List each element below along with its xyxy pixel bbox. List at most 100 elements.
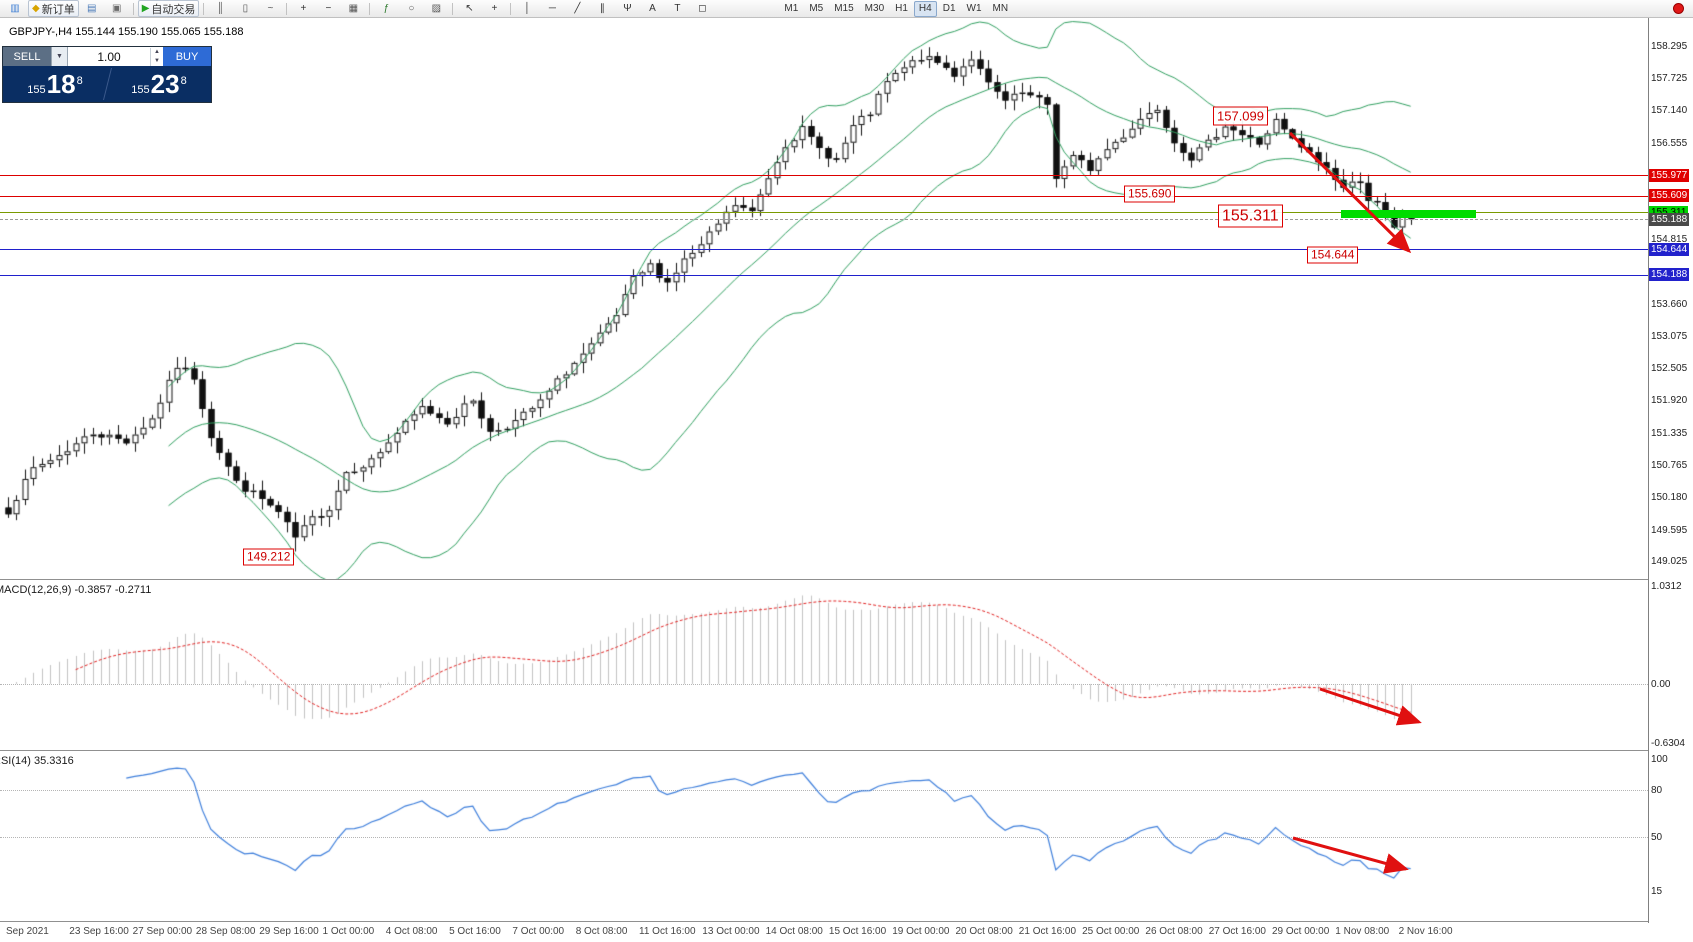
date-label: 23 Sep 16:00 (69, 926, 129, 937)
buy-price-prefix: 155 (131, 84, 150, 96)
label-icon: T (674, 2, 681, 14)
support-line-1[interactable] (0, 249, 1648, 251)
price-annotation-label[interactable]: 149.212 (243, 548, 295, 566)
timeframe-m5[interactable]: M5 (809, 2, 824, 14)
date-label: 29 Sep 16:00 (259, 926, 319, 937)
price-annotation-label[interactable]: 157.099 (1213, 106, 1268, 126)
price-chart-panel[interactable] (0, 18, 1648, 580)
line-chart-button[interactable]: ~ (258, 0, 282, 17)
scale-tick: 149.595 (1651, 524, 1688, 536)
line-chart-icon: ~ (267, 2, 274, 14)
crosshair-icon: + (491, 2, 498, 14)
scale-tick: 80 (1651, 784, 1663, 796)
date-label: 27 Sep 00:00 (132, 926, 193, 937)
new-chart-button[interactable]: ▥ (3, 0, 27, 17)
cursor-button[interactable]: ↖ (457, 0, 481, 17)
scale-tick: 150.180 (1651, 492, 1688, 504)
text-icon: A (649, 2, 656, 14)
scale-tick: 153.660 (1651, 298, 1688, 310)
scale-tick: 150.765 (1651, 459, 1688, 471)
sell-price-big: 18 (46, 69, 76, 99)
rsi-level-line (0, 790, 1648, 792)
spin-up-icon[interactable]: ▲ (154, 48, 160, 55)
date-label: 7 Oct 00:00 (512, 926, 565, 937)
bar-chart-button[interactable]: ║ (208, 0, 232, 17)
timeframe-m15[interactable]: M15 (834, 2, 854, 14)
scale-tick: 100 (1651, 753, 1668, 765)
template-button[interactable]: ▨ (424, 0, 448, 17)
rsi-indicator-label: RSI(14) 35.3316 (0, 755, 74, 767)
rsi-level-line (0, 837, 1648, 838)
scale-tick: 154.815 (1651, 234, 1688, 246)
timeframe-h1[interactable]: H1 (895, 2, 908, 14)
toolbar-separator (369, 2, 371, 15)
price-annotation-label[interactable]: 155.690 (1124, 185, 1176, 203)
price-scale[interactable]: 158.295 157.725 157.140 156.555 155.977 155.6… (1648, 18, 1693, 923)
timeframe-d1[interactable]: D1 (942, 2, 956, 14)
zoom-in-button[interactable]: + (291, 0, 315, 17)
date-label: 13 Oct 00:00 (702, 926, 760, 937)
buy-price-area[interactable]: 155 23 8 (107, 66, 211, 102)
label-button[interactable]: T (665, 0, 689, 17)
timeframe-m1[interactable]: M1 (784, 2, 799, 14)
autotrade-button[interactable]: ▶ 自动交易 (137, 0, 200, 17)
tile-windows-button[interactable]: ▦ (341, 0, 365, 17)
autotrade-icon: ▶ (141, 2, 150, 14)
toolbar-separator (510, 2, 512, 15)
scale-tick: 157.140 (1651, 105, 1688, 117)
macd-panel[interactable] (0, 581, 1648, 751)
time-scale[interactable]: Sep 2021 23 Sep 16:00 27 Sep 00:00 28 Sep 0… (0, 923, 1648, 942)
text-button[interactable]: A (640, 0, 664, 17)
bid-line[interactable] (0, 219, 1648, 221)
scale-tick: -0.6304 (1651, 737, 1685, 749)
date-label: 11 Oct 16:00 (639, 926, 696, 937)
horizontal-line-button[interactable]: ─ (540, 0, 564, 17)
timeframe-h4[interactable]: H4 (913, 0, 937, 17)
new-order-button[interactable]: ◆ 新订单 (28, 0, 79, 17)
connection-status-icon[interactable] (1673, 3, 1684, 14)
trendline-button[interactable]: ╱ (565, 0, 589, 17)
buy-price-big: 23 (150, 69, 180, 99)
sell-price-area[interactable]: 155 18 8 (3, 66, 107, 102)
timeframe-mn[interactable]: MN (992, 2, 1009, 14)
sell-button[interactable]: SELL (3, 47, 51, 66)
tile-windows-icon: ▦ (348, 2, 359, 14)
volume-dropdown-button[interactable]: ▼ (51, 47, 68, 66)
new-chart-icon: ▥ (10, 2, 20, 14)
pitchfork-button[interactable]: Ψ (615, 0, 639, 17)
resistance-line-1[interactable] (0, 175, 1648, 177)
vertical-line-button[interactable]: │ (515, 0, 539, 17)
resistance-line-2[interactable] (0, 195, 1648, 197)
timeframe-m30[interactable]: M30 (864, 2, 885, 14)
market-watch-button[interactable]: ▤ (80, 0, 104, 17)
price-annotation-label[interactable]: 155.311 (1218, 204, 1283, 228)
date-label: 4 Oct 08:00 (385, 926, 438, 937)
navigator-button[interactable]: ▣ (105, 0, 129, 17)
price-annotation-label[interactable]: 154.644 (1307, 246, 1359, 264)
zoom-out-button[interactable]: − (316, 0, 340, 17)
shapes-button[interactable]: ◻ (690, 0, 714, 17)
autotrade-button-label: 自动交易 (151, 3, 196, 16)
buy-button[interactable]: BUY (163, 47, 211, 66)
support-zone-rectangle[interactable] (1341, 209, 1476, 218)
timeframe-w1[interactable]: W1 (966, 2, 982, 14)
period-button[interactable]: ○ (399, 0, 423, 17)
market-watch-icon: ▤ (86, 2, 97, 14)
horizontal-line-icon: ─ (548, 2, 556, 14)
crosshair-button[interactable]: + (482, 0, 506, 17)
template-icon: ▨ (431, 2, 442, 14)
spin-down-icon[interactable]: ▼ (154, 57, 160, 64)
indicators-button[interactable]: ƒ (374, 0, 398, 17)
volume-value: 1.00 (97, 49, 121, 64)
support-line-2[interactable] (0, 274, 1648, 276)
toolbar-separator (452, 2, 454, 15)
channel-button[interactable]: ∥ (590, 0, 614, 17)
macd-zero-line (0, 684, 1648, 685)
scale-tick: 155.977 (1649, 168, 1690, 182)
new-order-button-label: 新订单 (41, 3, 75, 16)
date-label: 1 Oct 00:00 (322, 926, 375, 937)
zoom-out-icon: − (325, 2, 332, 14)
volume-field[interactable]: 1.00 ▲ ▼ (68, 47, 163, 66)
scale-tick: 154.188 (1649, 268, 1690, 282)
candlestick-chart-button[interactable]: ▯ (233, 0, 257, 17)
